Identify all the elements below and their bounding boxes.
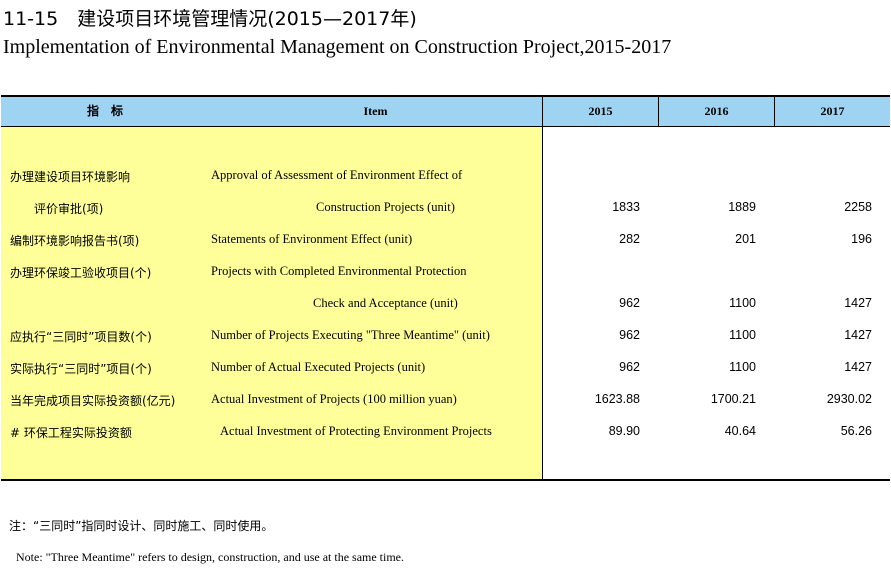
value-2015: 89.90 [608,424,640,438]
value-2017: 2930.02 [826,392,872,406]
note-en: Note: "Three Meantime" refers to design,… [16,550,405,564]
value-2017: 1427 [844,360,872,374]
table-row: 编制环境影响报告书(项) Statements of Environment E… [1,225,890,257]
page-title-en: Implementation of Environmental Manageme… [3,36,672,58]
row-label-cn: 应执行“三同时”项目数(个) [10,330,152,344]
row-label-cn: 办理环保竣工验收项目(个) [10,266,152,280]
row-label-en: Statements of Environment Effect (unit) [211,232,413,246]
value-2015: 962 [619,328,640,342]
table-row: Check and Acceptance (unit) 962 1100 142… [1,289,890,321]
table-row: 当年完成项目实际投资额(亿元) Actual Investment of Pro… [1,385,890,417]
value-2017: 1427 [844,296,872,310]
indicator-column-background [1,127,542,479]
value-2016: 1100 [729,296,756,310]
divider [774,97,775,126]
table-header: 指 标 Item 2015 2016 2017 [1,97,890,127]
value-2016: 1889 [728,200,756,214]
value-2017: 2258 [844,200,872,214]
row-label-cn: 评价审批(项) [34,202,104,216]
row-label-en: Projects with Completed Environmental Pr… [211,264,467,278]
row-label-en: Approval of Assessment of Environment Ef… [211,168,463,182]
row-label-cn: # 环保工程实际投资额 [10,426,132,440]
table-row: 应执行“三同时”项目数(个) Number of Projects Execut… [1,321,890,353]
header-2017: 2017 [820,104,845,118]
header-2015: 2015 [588,104,613,118]
row-label-en: Construction Projects (unit) [316,200,455,214]
value-2015: 962 [619,360,640,374]
divider [542,97,543,126]
header-indicator: 指 标 [86,104,123,118]
value-2017: 56.26 [840,424,872,438]
row-label-cn: 当年完成项目实际投资额(亿元) [10,394,176,408]
row-label-en: Number of Actual Executed Projects (unit… [211,360,426,374]
value-2015: 282 [619,232,640,246]
value-2016: 1100 [729,360,756,374]
row-label-en: Actual Investment of Protecting Environm… [220,424,492,438]
value-2016: 1700.21 [710,392,756,406]
table-row: 办理建设项目环境影响 Approval of Assessment of Env… [1,161,890,193]
row-label-cn: 办理建设项目环境影响 [10,170,131,184]
value-2016: 201 [735,232,756,246]
table-row: # 环保工程实际投资额 Actual Investment of Protect… [1,417,890,449]
value-2015: 1833 [612,200,640,214]
header-item: Item [363,104,388,118]
table-row: 实际执行“三同时”项目(个) Number of Actual Executed… [1,353,890,385]
value-2016: 1100 [729,328,756,342]
value-2016: 40.64 [724,424,756,438]
value-2015: 1623.88 [594,392,640,406]
page-title-cn: 11-15 建设项目环境管理情况(2015—2017年) [3,8,417,30]
table-row: 办理环保竣工验收项目(个) Projects with Completed En… [1,257,890,289]
value-2017: 1427 [844,328,872,342]
row-label-en: Check and Acceptance (unit) [313,296,458,310]
row-label-cn: 编制环境影响报告书(项) [10,234,140,248]
divider [658,97,659,126]
row-label-cn: 实际执行“三同时”项目(个) [10,362,152,376]
row-label-en: Actual Investment of Projects (100 milli… [211,392,457,406]
divider [542,127,543,479]
table-row: 评价审批(项) Construction Projects (unit) 183… [1,193,890,225]
statistics-table: 指 标 Item 2015 2016 2017 办理建设项目环境影响 Appro… [1,95,890,481]
value-2017: 196 [851,232,872,246]
row-label-en: Number of Projects Executing "Three Mean… [211,328,490,342]
header-2016: 2016 [704,104,729,118]
value-2015: 962 [619,296,640,310]
note-cn: 注：“三同时”指同时设计、同时施工、同时使用。 [9,519,274,533]
